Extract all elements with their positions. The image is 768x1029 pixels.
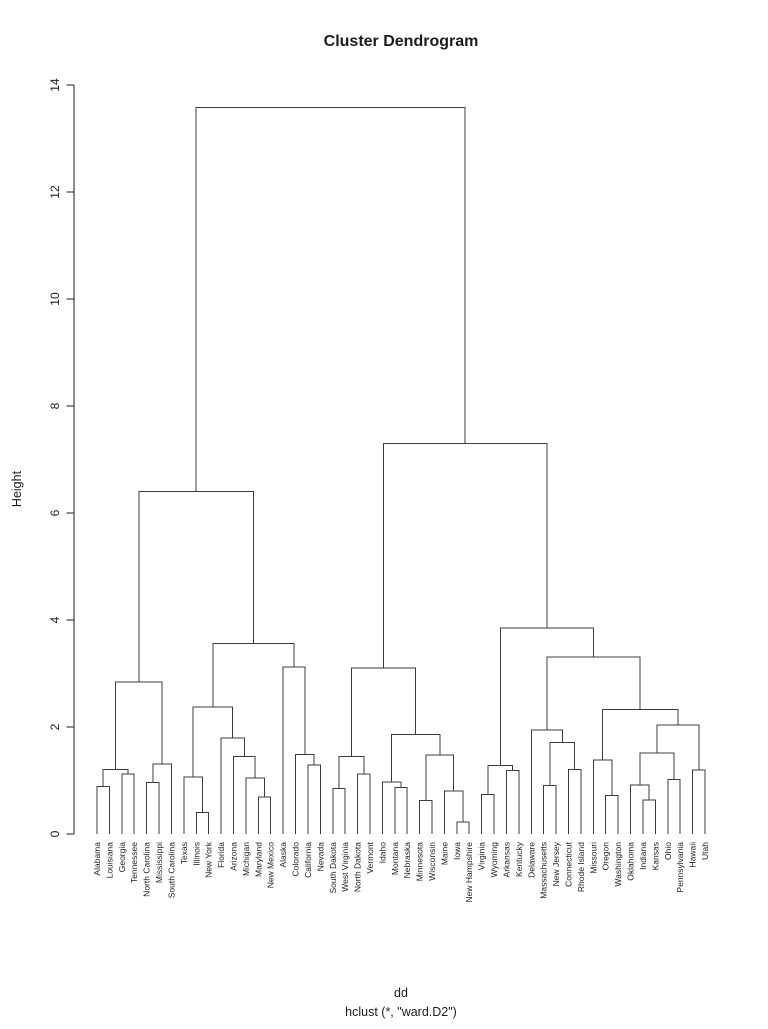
leaf-label: Kentucky [514,841,524,877]
leaf-label: Louisiana [104,842,114,879]
leaf-label: Washington [613,842,623,887]
y-tick-label: 14 [48,78,62,92]
dendrogram-links [96,106,706,834]
leaf-label: Oregon [601,842,611,871]
leaf-label: Nebraska [402,842,412,879]
leaf-label: Oklahoma [626,842,636,881]
leaf-label: Ohio [663,842,673,860]
leaf-label: Pennsylvania [675,842,685,893]
leaf-label: Rhode Island [576,842,586,892]
leaf-label: Vermont [365,841,375,873]
leaf-label: Alaska [278,842,288,868]
x-axis-caption-line2: hclust (*, "ward.D2") [345,1005,457,1019]
leaf-label: North Carolina [142,842,152,897]
leaf-label: Florida [216,842,226,868]
leaf-label: Nevada [315,842,325,872]
leaf-label: California [303,842,313,878]
leaf-labels: Alabama Louisiana Georgia Tennessee North Ca… [92,841,710,902]
leaf-label: Alabama [92,842,102,876]
leaf-label: Missouri [588,842,598,874]
leaf-label: North Dakota [353,842,363,892]
y-tick-label: 0 [48,830,62,837]
leaf-label: Mississippi [154,842,164,883]
leaf-label: New Mexico [266,842,276,889]
y-axis [66,84,75,835]
leaf-label: Massachusetts [539,842,549,899]
leaf-label: Illinois [191,842,201,866]
y-tick-label: 8 [48,402,62,409]
leaf-label: Idaho [377,842,387,864]
leaf-label: Texas [179,842,189,864]
leaf-label: Delaware [526,842,536,878]
x-axis-caption-line1: dd [394,986,408,1000]
leaf-label: Wyoming [489,842,499,878]
y-tick-label: 12 [48,185,62,199]
dendrogram-tree [96,106,706,834]
leaf-label: Tennessee [129,842,139,883]
y-tick-label: 2 [48,723,62,730]
leaf-label: Maine [439,842,449,865]
y-tick-label: 6 [48,509,62,516]
leaf-label: Arkansas [501,842,511,877]
leaf-label: Hawaii [688,842,698,868]
y-tick-label: 10 [48,292,62,306]
leaf-label: Indiana [638,842,648,870]
y-axis-label: Height [10,470,24,507]
leaf-label: Maryland [253,842,263,877]
leaf-label: South Carolina [166,842,176,899]
leaf-label: Connecticut [564,841,574,887]
leaf-label: Virginia [477,842,487,870]
chart-title: Cluster Dendrogram [324,33,479,50]
leaf-label: West Virginia [340,842,350,892]
leaf-label: Montana [390,842,400,875]
leaf-label: Arizona [228,842,238,871]
leaf-label: Iowa [452,842,462,860]
leaf-label: New York [204,841,214,878]
leaf-label: Michigan [241,842,251,876]
y-tick-label: 4 [48,616,62,623]
leaf-label: Kansas [650,842,660,870]
leaf-label: Colorado [291,842,301,877]
y-axis-tick-labels: 0 2 4 6 8 10 12 14 [48,78,62,837]
leaf-label: South Dakota [328,842,338,894]
leaf-label: Utah [700,842,710,860]
leaf-label: Minnesota [415,842,425,881]
leaf-label: New Hampshire [464,842,474,903]
leaf-label: Georgia [117,842,127,873]
leaf-label: Wisconsin [427,842,437,881]
leaf-label: New Jersey [551,841,561,886]
